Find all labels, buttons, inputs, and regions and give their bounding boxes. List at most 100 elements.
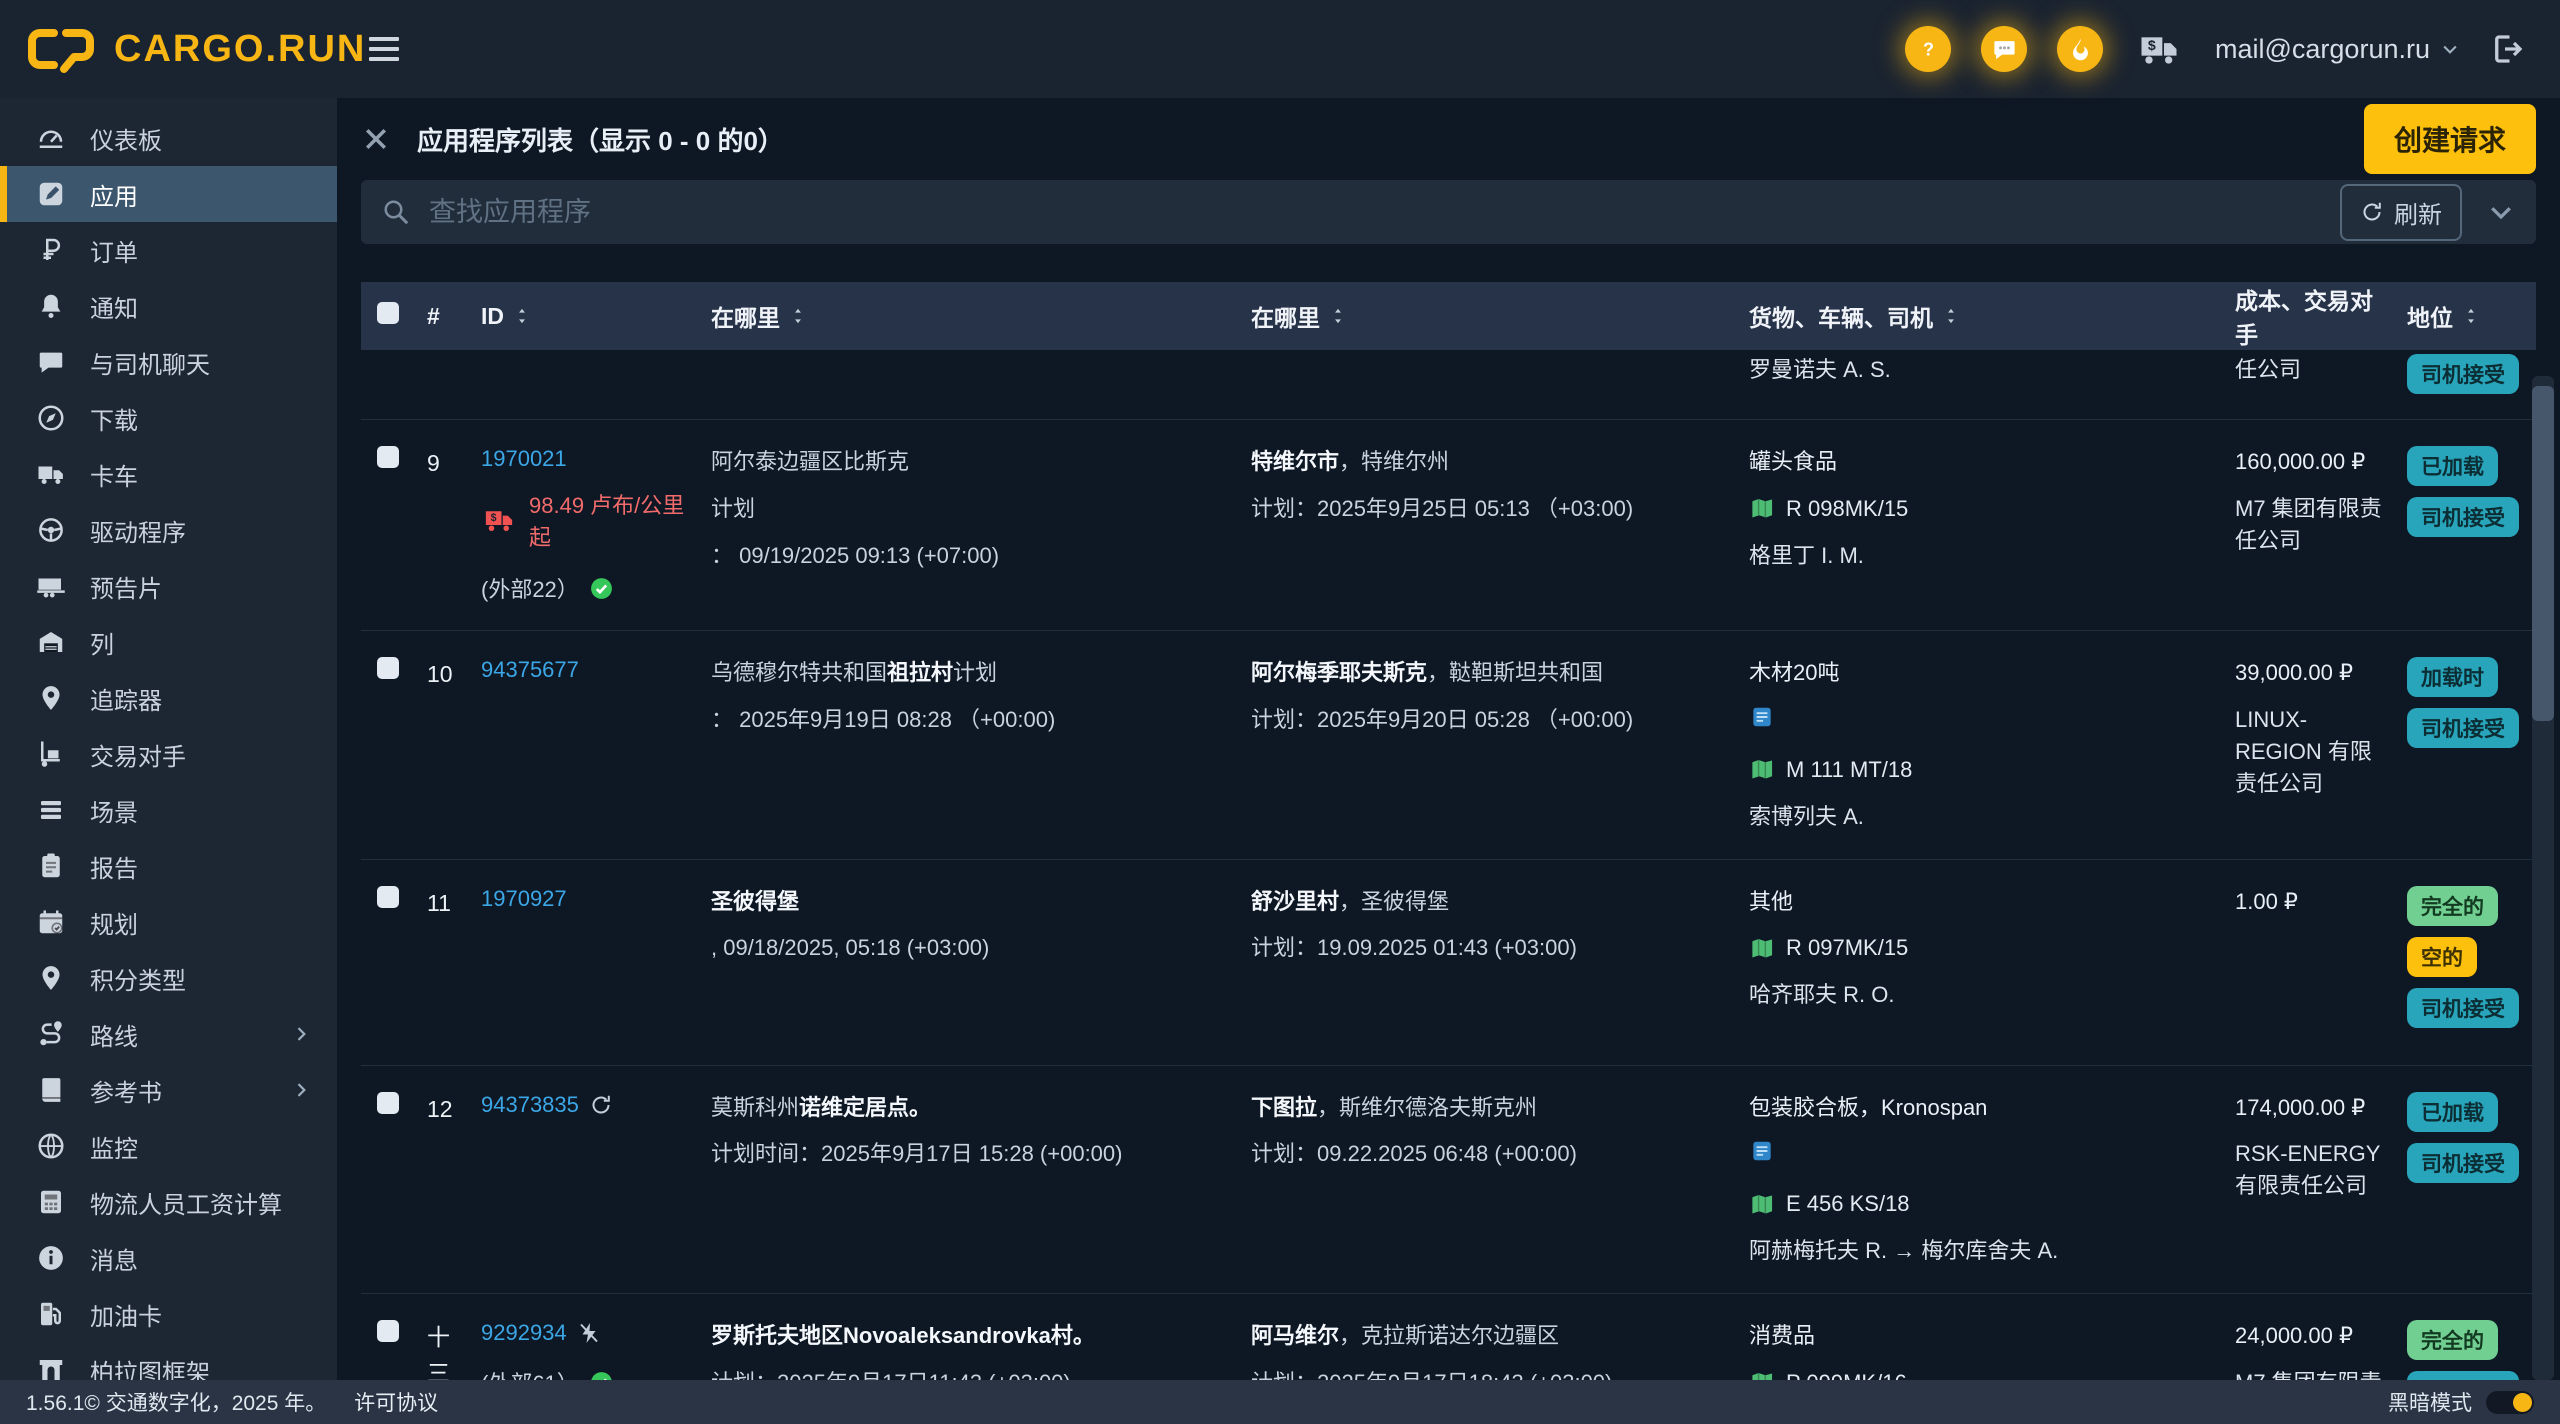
cargo-name: 木材20吨 [1749,660,1840,685]
scrollbar[interactable] [2532,376,2554,1380]
select-all-checkbox[interactable] [377,302,399,324]
footer-version: 1.56.1© 交通数字化，2025 年。 许可协议 [26,1387,438,1417]
row-checkbox[interactable] [377,1091,399,1114]
sidebar-toggle-button[interactable] [369,37,399,61]
status-badge: 空的 [2407,936,2477,977]
sidebar-item-label: 报告 [90,855,138,883]
row-select-cell [361,885,427,1039]
sidebar-item-notifications[interactable]: 通知 [0,278,337,334]
sidebar-item-reports[interactable]: 报告 [0,838,337,894]
row-select-cell [361,354,427,405]
col-header-num[interactable]: # [427,303,481,330]
sidebar-item-trucks[interactable]: 卡车 [0,446,337,502]
svg-text:$: $ [491,512,497,524]
status-badge: 司机接受 [2407,1142,2519,1183]
chevron-right-icon [291,1080,311,1100]
sidebar-item-dashboard[interactable]: 仪表板 [0,110,337,166]
scrollbar-thumb[interactable] [2532,386,2554,721]
sidebar-item-columns[interactable]: 列 [0,614,337,670]
cost-cell: 160,000.00 ₽ M7 集团有限责任公司 [2235,446,2407,604]
cargo-cell: 其他 R 097MK/15 哈齐耶夫 R. O. [1749,886,2235,1039]
support-chat-icon[interactable] [1981,26,2027,72]
col-header-id[interactable]: ID [481,303,711,330]
sidebar-item-reference-books[interactable]: 参考书 [0,1062,337,1118]
sidebar-item-counterparties[interactable]: 交易对手 [0,726,337,782]
application-id-link[interactable]: 94373835 [481,1091,579,1117]
gauge-icon [36,123,66,153]
status-badge: 完全的 [2407,1320,2498,1361]
sidebar-item-label: 通知 [90,295,138,323]
table-row: 罗曼诺夫 A. S. 任公司 司机接受 [361,350,2536,420]
table-body: 罗曼诺夫 A. S. 任公司 司机接受 9 1970021 $98.49 卢布/公里起 (外… [361,350,2536,1380]
route-to-cell: 下图拉，斯维尔德洛夫斯克州 计划：09.22.2025 06:48 (+00:00… [1251,1094,1577,1167]
header-actions: ? $ mail@cargorun.ru [1905,26,2560,72]
cost-cell: 1.00 ₽ [2235,886,2407,1039]
row-checkbox[interactable] [377,1320,399,1343]
bell-icon [36,291,66,321]
sidebar-item-label: 监控 [90,1135,138,1163]
sidebar-item-point-types[interactable]: 积分类型 [0,950,337,1006]
col-header-cost[interactable]: 成本、交易对手 [2235,282,2407,350]
col-header-status[interactable]: 地位 [2407,299,2536,333]
cargo-cell: 木材20吨 M 111 MT/18 索博列夫 A. [1749,657,2235,833]
search-input[interactable] [429,196,2322,228]
sidebar-item-pareto[interactable]: 柏拉图框架 [0,1342,337,1380]
logo[interactable]: CARGO.RUN [0,25,364,73]
document-icon [1749,704,1775,730]
sidebar-item-routes[interactable]: 路线 [0,1006,337,1062]
steering-icon [36,515,66,545]
sidebar-item-trailers[interactable]: 预告片 [0,558,337,614]
map-icon [1749,1191,1776,1218]
application-id-link[interactable]: 9292934 [481,1320,567,1346]
billing-truck-icon[interactable]: $ [2133,29,2185,69]
pin-icon [36,683,66,713]
close-icon[interactable] [361,124,391,154]
refresh-button[interactable]: 刷新 [2340,183,2462,241]
account-menu[interactable]: mail@cargorun.ru [2215,34,2460,65]
expand-filters-chevron-icon[interactable] [2486,197,2516,227]
chat-icon [36,347,66,377]
sidebar-item-messages[interactable]: 消息 [0,1230,337,1286]
map-icon [1749,935,1776,962]
sidebar-item-label: 规划 [90,911,138,939]
status-cell: 已加载 司机接受 [2407,446,2536,604]
col-header-from[interactable]: 在哪里 [711,299,1251,333]
row-checkbox[interactable] [377,446,399,468]
sidebar-item-downloads[interactable]: 下载 [0,390,337,446]
sidebar-item-planning[interactable]: 规划 [0,894,337,950]
calculator-icon [36,1187,66,1217]
col-header-cargo[interactable]: 货物、车辆、司机 [1749,299,2235,333]
row-checkbox[interactable] [377,657,399,679]
application-id-link[interactable]: 1970927 [481,885,567,911]
help-icon[interactable]: ? [1905,26,1951,72]
license-link[interactable]: 许可协议 [354,1392,439,1415]
status-badge: 已加载 [2407,1091,2498,1132]
route-to-cell: 阿马维尔，克拉斯诺达尔边疆区计划：2025年9月17日18:43 (+03:00… [1251,1323,1612,1380]
row-checkbox[interactable] [377,885,399,908]
sidebar-item-driver-chat[interactable]: 与司机聊天 [0,334,337,390]
map-icon [1749,1369,1776,1380]
sidebar-item-label: 仪表板 [90,127,162,155]
col-header-to[interactable]: 在哪里 [1251,299,1749,333]
sidebar-item-monitoring[interactable]: 监控 [0,1118,337,1174]
cost-amount: 24,000.00 ₽ [2235,1323,2353,1349]
sidebar-item-payroll[interactable]: 物流人员工资计算 [0,1174,337,1230]
dark-mode-toggle[interactable] [2486,1390,2534,1414]
compass-icon [36,403,66,433]
sidebar-item-applications[interactable]: 应用 [0,166,337,222]
application-id-link[interactable]: 1970021 [481,446,567,471]
sidebar-item-drivers[interactable]: 驱动程序 [0,502,337,558]
create-request-button[interactable]: 创建请求 [2363,104,2536,174]
sidebar-item-label: 路线 [90,1023,138,1051]
logout-icon[interactable] [2490,31,2526,67]
cost-amount: 174,000.00 ₽ [2235,1094,2366,1120]
cargo-cell: 包装胶合板，Kronospan E 456 KS/18 阿赫梅托夫 R. → 梅尔库… [1749,1092,2235,1268]
route-from-cell: 圣彼得堡, 09/18/2025, 05:18 (+03:00) [711,888,990,961]
whats-new-flame-icon[interactable] [2057,26,2103,72]
sidebar-item-fuel-cards[interactable]: 加油卡 [0,1286,337,1342]
sidebar-item-scenes[interactable]: 场景 [0,782,337,838]
sidebar-item-trackers[interactable]: 追踪器 [0,670,337,726]
sidebar-item-orders[interactable]: 订单 [0,222,337,278]
application-id-link[interactable]: 94375677 [481,657,579,682]
garage-icon [36,627,66,657]
